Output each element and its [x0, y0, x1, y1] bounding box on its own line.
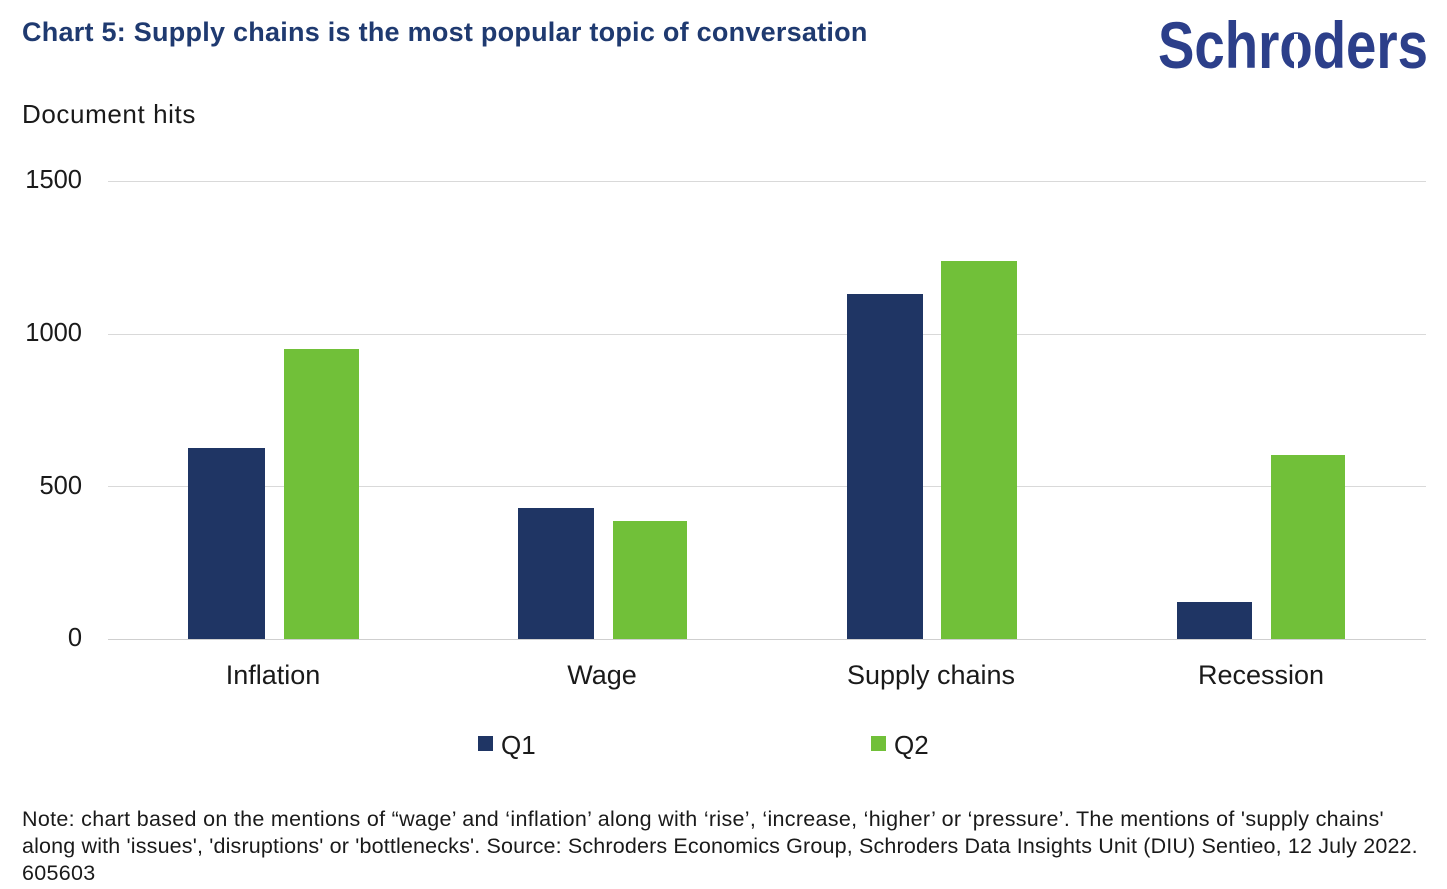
svg-text:Schroders: Schroders: [1158, 19, 1428, 71]
